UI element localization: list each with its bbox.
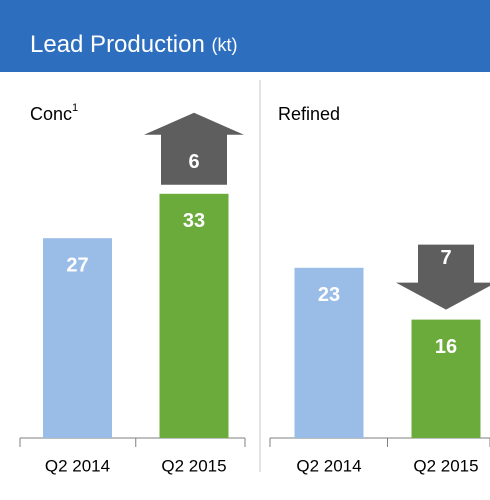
panel-title-text: Refined	[278, 104, 340, 124]
header-bar	[0, 0, 490, 72]
bar	[43, 238, 112, 438]
panel-title: Conc1	[30, 102, 78, 124]
x-tick-label: Q2 2015	[413, 456, 478, 475]
page-title: Lead Production (kt)	[30, 31, 237, 58]
title-unit: (kt)	[211, 35, 237, 55]
value-label: 23	[318, 284, 340, 306]
change-label: 6	[188, 151, 199, 173]
value-label: 16	[435, 336, 457, 358]
bar	[411, 319, 481, 438]
panel-title: Refined	[278, 104, 340, 124]
change-arrow	[144, 112, 244, 185]
title-text: Lead Production	[30, 31, 205, 58]
change-arrow	[396, 244, 490, 310]
footnote-mark: 1	[72, 102, 78, 114]
panel-title-text: Conc	[30, 104, 72, 124]
bar	[294, 267, 364, 438]
x-tick-label: Q2 2014	[296, 456, 361, 475]
bar	[159, 193, 229, 438]
x-tick-label: Q2 2015	[161, 456, 226, 475]
value-label: 33	[183, 210, 205, 232]
change-label: 7	[440, 247, 451, 269]
value-label: 27	[66, 254, 88, 276]
x-tick-label: Q2 2014	[45, 456, 110, 475]
